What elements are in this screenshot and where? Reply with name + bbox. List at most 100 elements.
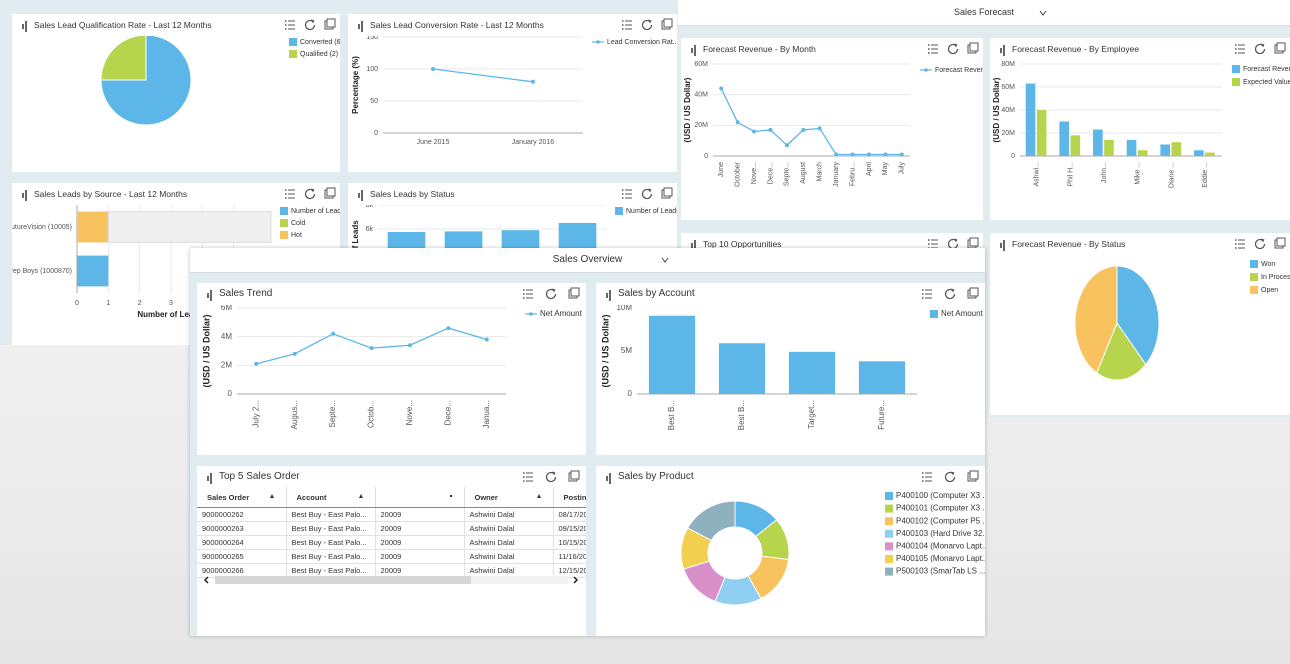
- y-tick-label: FutureVision (10005): [12, 224, 72, 231]
- refresh-button[interactable]: [1254, 238, 1266, 250]
- legend-label: Net Amount: [941, 309, 984, 318]
- icon-dot: [1235, 44, 1237, 46]
- list-button[interactable]: [622, 189, 632, 199]
- refresh-button[interactable]: [545, 288, 557, 300]
- scroll-right[interactable]: [573, 576, 579, 584]
- panel-title: Sales by Account: [618, 288, 695, 299]
- legend-label: Cold: [291, 220, 306, 227]
- expand-button[interactable]: [324, 18, 336, 30]
- column-header[interactable]: Posting: [553, 487, 586, 508]
- expand-button[interactable]: [568, 470, 580, 482]
- x-tick-label: Janua...: [482, 400, 491, 428]
- legend-swatch: [885, 492, 893, 500]
- icon-dot: [285, 28, 287, 30]
- refresh-button[interactable]: [641, 19, 653, 31]
- scroll-thumb[interactable]: [215, 576, 471, 584]
- data-point: [735, 120, 740, 125]
- icon-bar: [694, 45, 696, 56]
- expand-button[interactable]: [661, 187, 673, 199]
- refresh-button[interactable]: [944, 288, 956, 300]
- series-line: [720, 88, 902, 156]
- panel-icon: [207, 290, 212, 301]
- legend-marker: [596, 40, 600, 44]
- icon-dot: [285, 20, 287, 22]
- column-header[interactable]: [375, 487, 465, 508]
- list-button[interactable]: [1235, 44, 1245, 54]
- legend-swatch: [1250, 286, 1258, 294]
- bar: [1070, 135, 1081, 156]
- legend-label: Hot: [291, 232, 302, 239]
- x-tick-label: Future...: [877, 400, 886, 430]
- icon-arrow: [311, 188, 315, 193]
- refresh-button[interactable]: [947, 238, 959, 250]
- y-axis-title: (USD / US Dollar): [600, 314, 610, 387]
- list-button[interactable]: [622, 20, 632, 30]
- refresh-button[interactable]: [304, 188, 316, 200]
- column-header[interactable]: Sales Order: [197, 487, 287, 508]
- table-row[interactable]: 9000000264 Best Buy - East Palo... 20009 As…: [197, 535, 586, 550]
- refresh-button[interactable]: [944, 471, 956, 483]
- x-tick-label: Augus...: [290, 400, 299, 429]
- list-button[interactable]: [928, 44, 938, 54]
- expand-button[interactable]: [1274, 42, 1286, 54]
- panel: Forecast Revenue - By Employee 0 20M 40M 60M…: [990, 38, 1290, 220]
- expand-button[interactable]: [967, 470, 979, 482]
- expand-button[interactable]: [661, 18, 673, 30]
- y-tick-label: Pep Boys (1000870): [12, 268, 72, 275]
- bar: [1093, 129, 1103, 156]
- refresh-button[interactable]: [1254, 43, 1266, 55]
- icon-bar: [1003, 240, 1005, 251]
- dropdown-toggle[interactable]: [660, 255, 670, 265]
- icon-box: [663, 18, 673, 28]
- dashboard-window: Sales Forecast Forecast Revenue - By Mont…: [678, 0, 1290, 418]
- legend-label: Open: [1261, 287, 1278, 294]
- table-cell: Best Buy - East Palo...: [286, 521, 376, 536]
- list-button[interactable]: [285, 189, 295, 199]
- bar: [1025, 83, 1036, 156]
- dropdown-toggle[interactable]: [1038, 8, 1048, 18]
- y-tick-label: 2M: [221, 360, 232, 369]
- data-point: [446, 326, 451, 331]
- expand-button[interactable]: [967, 237, 979, 249]
- x-tick-label: May: [882, 162, 889, 176]
- column-header[interactable]: Owner: [464, 487, 554, 508]
- expand-button[interactable]: [568, 287, 580, 299]
- table-row[interactable]: 9000000265 Best Buy - East Palo... 20009 As…: [197, 549, 586, 564]
- expand-button[interactable]: [1274, 237, 1286, 249]
- x-tick-label: January: [833, 162, 840, 187]
- refresh-button[interactable]: [304, 19, 316, 31]
- expand-button[interactable]: [967, 42, 979, 54]
- refresh-button[interactable]: [947, 43, 959, 55]
- icon-dot: [922, 472, 924, 474]
- list-button[interactable]: [523, 472, 533, 482]
- expand-button[interactable]: [967, 287, 979, 299]
- panel-title: Top 5 Sales Order: [219, 471, 300, 482]
- legend-swatch: [280, 207, 288, 215]
- list-button[interactable]: [922, 472, 932, 482]
- table-row[interactable]: 9000000263 Best Buy - East Palo... 20009 As…: [197, 521, 586, 536]
- icon-box: [326, 18, 336, 28]
- refresh-button[interactable]: [545, 471, 557, 483]
- y-tick-label: 20M: [1001, 130, 1015, 137]
- refresh-button[interactable]: [641, 188, 653, 200]
- icon-arc: [1254, 239, 1266, 250]
- icon-dot: [523, 293, 525, 295]
- scroll-left[interactable]: [203, 576, 209, 584]
- table-row[interactable]: 9000000262 Best Buy - East Palo... 20009 As…: [197, 507, 586, 522]
- legend-swatch: [930, 310, 938, 318]
- legend-label: Expected Value: [1243, 79, 1290, 86]
- panel-header: Sales by Account: [596, 283, 985, 305]
- column-header[interactable]: Account: [286, 487, 376, 508]
- legend-label: P500103 (SmarTab LS ...: [896, 567, 985, 576]
- list-button[interactable]: [523, 289, 533, 299]
- icon-dot: [922, 293, 924, 295]
- icon-arrow: [552, 288, 556, 293]
- expand-button[interactable]: [324, 187, 336, 199]
- panel-header: Sales Lead Conversion Rate - Last 12 Mon…: [348, 14, 677, 36]
- list-button[interactable]: [285, 20, 295, 30]
- list-button[interactable]: [1235, 239, 1245, 249]
- legend-swatch: [1232, 78, 1240, 86]
- legend-swatch: [885, 529, 893, 538]
- list-button[interactable]: [922, 289, 932, 299]
- chart: 0 50 100 150 Percentage (%) June 2015 January …: [351, 36, 677, 146]
